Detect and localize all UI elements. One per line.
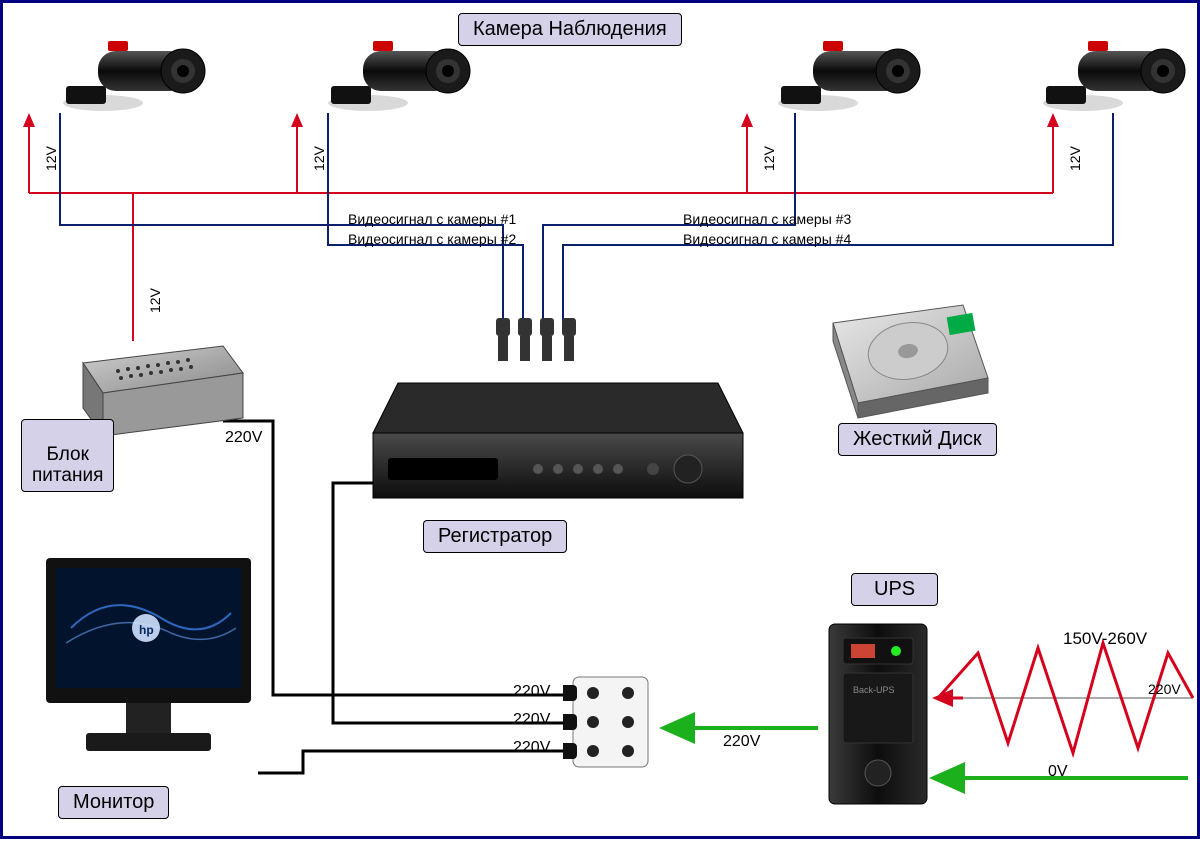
v220-strip-2: 220V bbox=[513, 711, 550, 729]
svg-text:hp: hp bbox=[139, 623, 154, 637]
signal-2-label: Видеосигнал с камеры #2 bbox=[348, 231, 516, 247]
v220-ups-out: 220V bbox=[723, 733, 760, 751]
v12-label-1: 12V bbox=[43, 146, 59, 171]
monitor: hp bbox=[31, 548, 266, 773]
range-label: 150V-260V bbox=[1063, 629, 1147, 649]
recorder-label: Регистратор bbox=[423, 520, 567, 553]
camera-2 bbox=[313, 21, 478, 116]
v220-strip-3: 220V bbox=[513, 739, 550, 757]
bnc-connectors bbox=[488, 318, 583, 368]
ups-label: UPS bbox=[851, 573, 938, 606]
v12-label-3: 12V bbox=[761, 146, 777, 171]
dvr-recorder bbox=[358, 363, 748, 518]
v12-label-2: 12V bbox=[311, 146, 327, 171]
signal-3-label: Видеосигнал с камеры #3 bbox=[683, 211, 851, 227]
hard-disk bbox=[803, 293, 993, 433]
power-strip bbox=[563, 675, 658, 770]
hdd-label: Жесткий Диск bbox=[838, 423, 997, 456]
v0-label: 0V bbox=[1048, 763, 1068, 781]
v220-psu: 220V bbox=[225, 429, 262, 447]
signal-4-label: Видеосигнал с камеры #4 bbox=[683, 231, 851, 247]
title-label: Камера Наблюдения bbox=[458, 13, 682, 46]
v220-mid: 220V bbox=[1148, 681, 1181, 697]
psu-label: Блок питания bbox=[21, 419, 114, 492]
psu-label-text: Блок питания bbox=[32, 444, 103, 486]
signal-1-label: Видеосигнал с камеры #1 bbox=[348, 211, 516, 227]
v12-label-psu: 12V bbox=[147, 288, 163, 313]
svg-text:Back-UPS: Back-UPS bbox=[853, 685, 895, 695]
v220-strip-1: 220V bbox=[513, 683, 550, 701]
camera-4 bbox=[1028, 21, 1193, 116]
monitor-label: Монитор bbox=[58, 786, 169, 819]
camera-1 bbox=[48, 21, 213, 116]
v12-label-4: 12V bbox=[1067, 146, 1083, 171]
ups-device: Back-UPS bbox=[821, 618, 936, 813]
camera-3 bbox=[763, 21, 928, 116]
